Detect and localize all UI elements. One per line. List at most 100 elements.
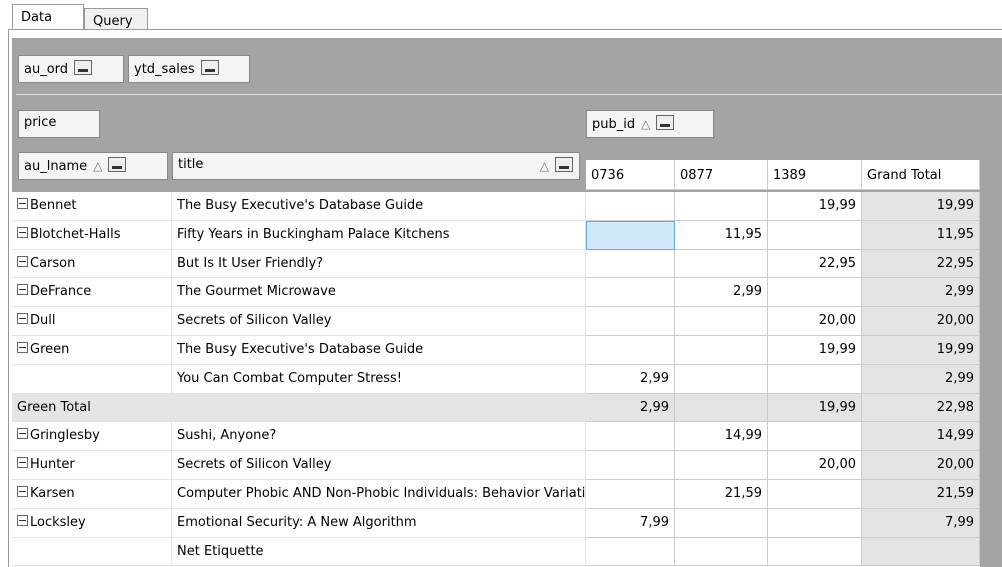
- value-cell[interactable]: [675, 307, 768, 336]
- value-cell[interactable]: 11,95: [675, 220, 768, 250]
- value-cell[interactable]: [586, 537, 675, 567]
- grand-total-cell[interactable]: 22,95: [862, 249, 980, 279]
- collapse-icon[interactable]: [17, 226, 28, 238]
- grand-total-cell[interactable]: 2,99: [862, 278, 980, 308]
- title-label: Computer Phobic AND Non-Phobic Individua…: [172, 480, 586, 509]
- value-cell[interactable]: 2,99: [675, 278, 768, 308]
- value-cell[interactable]: [586, 422, 675, 452]
- grand-total-cell[interactable]: 11,95: [862, 220, 980, 250]
- row-label[interactable]: Carson: [12, 249, 172, 279]
- title-label: Net Etiquette: [172, 537, 586, 567]
- value-cell[interactable]: [768, 537, 862, 567]
- tab-data[interactable]: Data: [12, 4, 84, 30]
- collapse-icon[interactable]: [17, 486, 28, 497]
- value-cell[interactable]: [586, 249, 675, 279]
- value-cell[interactable]: 14,99: [675, 422, 768, 452]
- value-cell[interactable]: 22,95: [768, 249, 862, 279]
- title-label: Secrets of Silicon Valley: [172, 451, 586, 480]
- row-label[interactable]: Hunter: [12, 451, 172, 480]
- value-cell[interactable]: [768, 220, 862, 250]
- row-label[interactable]: [12, 364, 172, 394]
- author-name: Karsen: [30, 486, 75, 501]
- value-cell[interactable]: [675, 364, 768, 394]
- row-label[interactable]: Dull: [12, 307, 172, 336]
- grand-total-cell[interactable]: 7,99: [862, 508, 980, 538]
- value-cell[interactable]: [768, 422, 862, 452]
- panel: [8, 29, 1002, 567]
- value-cell[interactable]: [586, 336, 675, 365]
- grand-total-cell[interactable]: 2,99: [862, 364, 980, 394]
- collapse-icon[interactable]: [17, 255, 28, 267]
- row-field[interactable]: title △: [172, 152, 580, 180]
- title-label: Emotional Security: A New Algorithm: [172, 508, 586, 538]
- row-label[interactable]: Locksley: [12, 508, 172, 538]
- value-cell[interactable]: 20,00: [768, 307, 862, 336]
- data-field[interactable]: price: [18, 110, 100, 138]
- value-cell[interactable]: [586, 480, 675, 509]
- grand-total-cell[interactable]: 19,99: [862, 192, 980, 221]
- row-label[interactable]: Gringlesby: [12, 422, 172, 452]
- value-cell[interactable]: 2,99: [586, 393, 675, 423]
- value-cell[interactable]: [675, 537, 768, 567]
- column-field[interactable]: pub_id △: [586, 110, 714, 138]
- grand-total-cell[interactable]: 14,99: [862, 422, 980, 452]
- grand-total-cell[interactable]: 22,98: [862, 393, 980, 423]
- value-cell[interactable]: 20,00: [768, 451, 862, 480]
- value-cell[interactable]: [586, 278, 675, 308]
- value-cell[interactable]: [768, 480, 862, 509]
- filter-field[interactable]: ytd_sales: [128, 55, 250, 83]
- field-label: au_lname: [24, 159, 88, 174]
- value-cell[interactable]: [586, 307, 675, 336]
- row-label[interactable]: [12, 537, 172, 567]
- title-label: You Can Combat Computer Stress!: [172, 364, 586, 394]
- collapse-icon[interactable]: [17, 514, 28, 526]
- title-label: But Is It User Friendly?: [172, 249, 586, 279]
- value-cell[interactable]: [586, 220, 675, 250]
- value-cell[interactable]: [675, 336, 768, 365]
- collapse-icon[interactable]: [17, 313, 28, 325]
- value-cell[interactable]: [675, 508, 768, 538]
- grand-total-cell[interactable]: 20,00: [862, 307, 980, 336]
- grand-total-cell[interactable]: 19,99: [862, 336, 980, 365]
- author-name: Dull: [30, 313, 56, 329]
- author-name: Bennet: [30, 198, 77, 213]
- value-cell[interactable]: 21,59: [675, 480, 768, 509]
- grand-total-cell[interactable]: [862, 537, 980, 567]
- value-cell[interactable]: 19,99: [768, 192, 862, 221]
- field-label: price: [24, 115, 57, 130]
- value-cell[interactable]: [586, 451, 675, 480]
- separator: [16, 94, 1002, 95]
- value-cell[interactable]: [586, 192, 675, 221]
- value-cell[interactable]: [768, 364, 862, 394]
- column-header[interactable]: 0877: [675, 160, 768, 190]
- value-cell[interactable]: 7,99: [586, 508, 675, 538]
- title-label: Fifty Years in Buckingham Palace Kitchen…: [172, 220, 586, 250]
- filter-field[interactable]: au_ord: [18, 55, 124, 83]
- column-header[interactable]: 0736: [586, 160, 675, 190]
- row-field[interactable]: au_lname △: [18, 152, 168, 180]
- value-cell[interactable]: [675, 393, 768, 423]
- row-label[interactable]: Karsen: [12, 480, 172, 509]
- tab-query[interactable]: Query: [84, 8, 148, 30]
- collapse-icon[interactable]: [17, 284, 28, 296]
- row-label[interactable]: Bennet: [12, 192, 172, 221]
- collapse-icon[interactable]: [17, 457, 28, 469]
- value-cell[interactable]: 19,99: [768, 336, 862, 365]
- value-cell[interactable]: 2,99: [586, 364, 675, 394]
- value-cell[interactable]: [675, 249, 768, 279]
- grand-total-cell[interactable]: 20,00: [862, 451, 980, 480]
- column-header[interactable]: Grand Total: [862, 160, 980, 190]
- value-cell[interactable]: 19,99: [768, 393, 862, 423]
- value-cell[interactable]: [768, 508, 862, 538]
- value-cell[interactable]: [768, 278, 862, 308]
- grand-total-cell[interactable]: 21,59: [862, 480, 980, 509]
- value-cell[interactable]: [675, 451, 768, 480]
- value-cell[interactable]: [675, 192, 768, 221]
- column-header[interactable]: 1389: [768, 160, 862, 190]
- row-label[interactable]: Green: [12, 336, 172, 365]
- row-label[interactable]: Blotchet-Halls: [12, 220, 172, 250]
- collapse-icon[interactable]: [17, 428, 28, 440]
- collapse-icon[interactable]: [17, 342, 28, 353]
- collapse-icon[interactable]: [17, 198, 28, 209]
- row-label[interactable]: DeFrance: [12, 278, 172, 308]
